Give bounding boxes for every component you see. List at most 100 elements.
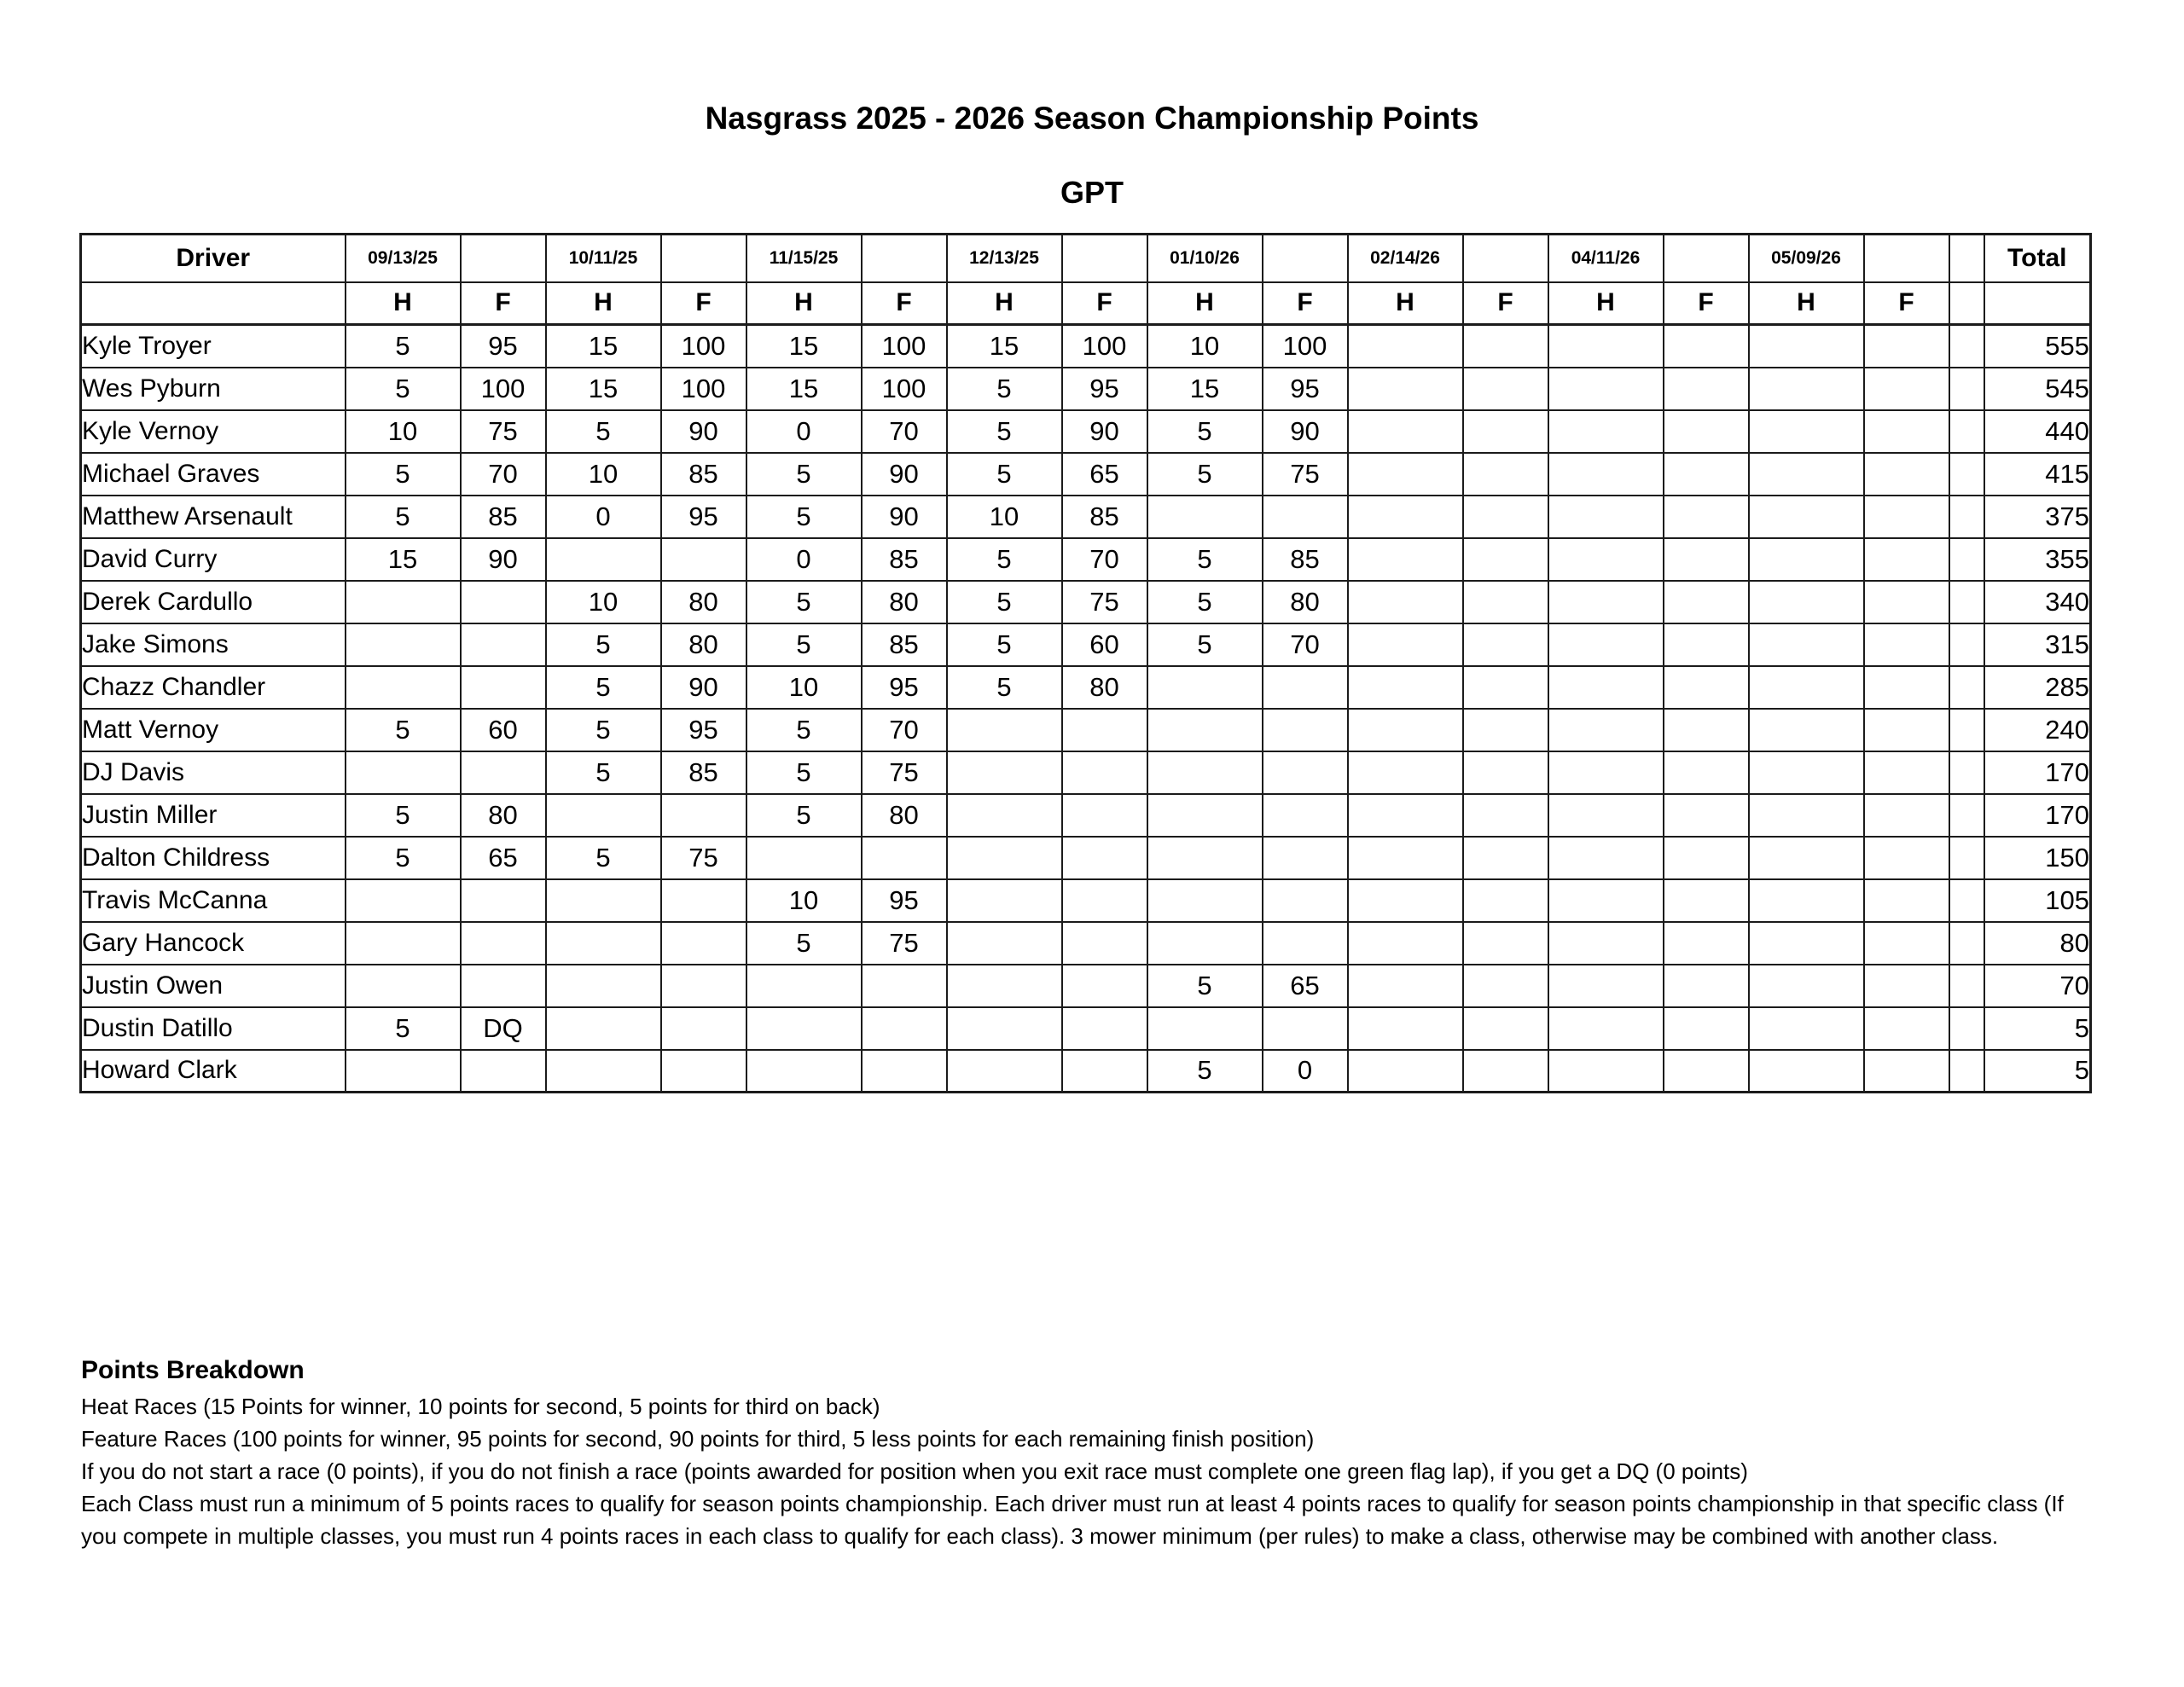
driver-name: Kyle Vernoy — [79, 409, 346, 454]
points-cell — [544, 1048, 662, 1093]
total-points: 170 — [1983, 792, 2092, 838]
driver-name: Matt Vernoy — [79, 707, 346, 752]
points-cell — [544, 536, 662, 582]
points-cell: 75 — [459, 409, 547, 454]
points-cell — [1346, 707, 1464, 752]
points-cell — [344, 750, 462, 795]
points-cell — [1862, 750, 1950, 795]
points-cell: 15 — [745, 323, 863, 368]
total-points: 340 — [1983, 579, 2092, 624]
points-cell — [459, 920, 547, 965]
driver-row: Howard Clark 5 0 5 — [79, 1048, 2092, 1093]
total-column-subheader — [1983, 281, 2092, 326]
points-cell — [1747, 963, 1865, 1008]
points-cell: 5 — [344, 323, 462, 368]
race-date-header-spacer — [1261, 233, 1349, 283]
points-cell — [1547, 664, 1664, 710]
points-cell — [1747, 1048, 1865, 1093]
points-cell: 5 — [945, 622, 1063, 667]
race-date-header-spacer — [1662, 233, 1750, 283]
points-cell: 10 — [544, 451, 662, 496]
race-date-header: 10/11/25 — [544, 233, 662, 283]
driver-row: Jake Simons 5 80 5 85 5 60 5 70 315 — [79, 622, 2092, 667]
points-cell: 90 — [860, 494, 948, 539]
points-cell: 5 — [1146, 451, 1263, 496]
points-cell — [1146, 664, 1263, 710]
points-cell — [1146, 1006, 1263, 1051]
points-cell — [945, 835, 1063, 880]
driver-name: Gary Hancock — [79, 920, 346, 965]
points-cell: 5 — [344, 1006, 462, 1051]
points-cell: 85 — [659, 750, 747, 795]
points-cell — [659, 920, 747, 965]
points-cell — [1662, 494, 1750, 539]
total-points: 170 — [1983, 750, 2092, 795]
points-cell — [1547, 792, 1664, 838]
race-date-header: 04/11/26 — [1547, 233, 1664, 283]
points-cell — [1547, 878, 1664, 923]
points-cell — [1146, 750, 1263, 795]
points-cell: 65 — [459, 835, 547, 880]
points-breakdown-section: Points Breakdown Heat Races (15 Points f… — [81, 1354, 2105, 1552]
points-cell — [1346, 664, 1464, 710]
driver-column-subheader — [79, 281, 346, 326]
feature-column-header: F — [860, 281, 948, 326]
points-cell — [459, 963, 547, 1008]
points-cell — [459, 750, 547, 795]
points-cell — [1747, 622, 1865, 667]
points-cell — [745, 1006, 863, 1051]
points-cell — [1662, 323, 1750, 368]
points-cell: 0 — [745, 536, 863, 582]
points-cell: 75 — [1060, 579, 1148, 624]
points-cell: 85 — [659, 451, 747, 496]
points-cell — [544, 792, 662, 838]
points-cell — [945, 878, 1063, 923]
points-cell — [1346, 366, 1464, 411]
points-cell — [1060, 920, 1148, 965]
points-cell — [1662, 1006, 1750, 1051]
points-cell — [1346, 579, 1464, 624]
points-cell: 5 — [544, 622, 662, 667]
points-cell: 5 — [945, 366, 1063, 411]
driver-row: David Curry 15 90 0 85 5 70 5 85 355 — [79, 536, 2092, 582]
points-cell: 90 — [860, 451, 948, 496]
points-cell: 95 — [860, 664, 948, 710]
heat-column-header: H — [745, 281, 863, 326]
spacer-cell — [1948, 323, 1985, 368]
points-cell: 15 — [544, 366, 662, 411]
points-cell — [459, 1048, 547, 1093]
points-cell — [1461, 323, 1549, 368]
total-points: 150 — [1983, 835, 2092, 880]
points-cell — [1346, 835, 1464, 880]
points-cell — [1461, 792, 1549, 838]
points-cell: 5 — [544, 664, 662, 710]
points-cell — [459, 622, 547, 667]
spacer-column-subheader — [1948, 281, 1985, 326]
points-breakdown-line: Heat Races (15 Points for winner, 10 poi… — [81, 1394, 880, 1419]
points-cell — [1862, 792, 1950, 838]
race-date-header: 01/10/26 — [1146, 233, 1263, 283]
driver-row: Chazz Chandler 5 90 10 95 5 80 285 — [79, 664, 2092, 710]
points-cell — [1346, 494, 1464, 539]
points-cell — [1662, 963, 1750, 1008]
points-cell — [459, 664, 547, 710]
points-cell — [1747, 920, 1865, 965]
points-cell — [1547, 1048, 1664, 1093]
points-cell — [1461, 1048, 1549, 1093]
points-cell — [1747, 323, 1865, 368]
points-cell — [1346, 536, 1464, 582]
points-cell: 75 — [860, 920, 948, 965]
points-cell: 5 — [945, 451, 1063, 496]
points-cell — [344, 622, 462, 667]
points-cell — [745, 1048, 863, 1093]
points-cell — [1346, 1048, 1464, 1093]
points-cell — [860, 835, 948, 880]
total-points: 5 — [1983, 1006, 2092, 1051]
points-cell — [1547, 323, 1664, 368]
points-cell: 90 — [1060, 409, 1148, 454]
points-cell: 90 — [1261, 409, 1349, 454]
points-cell — [1461, 707, 1549, 752]
points-cell: 85 — [1060, 494, 1148, 539]
points-cell — [1261, 494, 1349, 539]
